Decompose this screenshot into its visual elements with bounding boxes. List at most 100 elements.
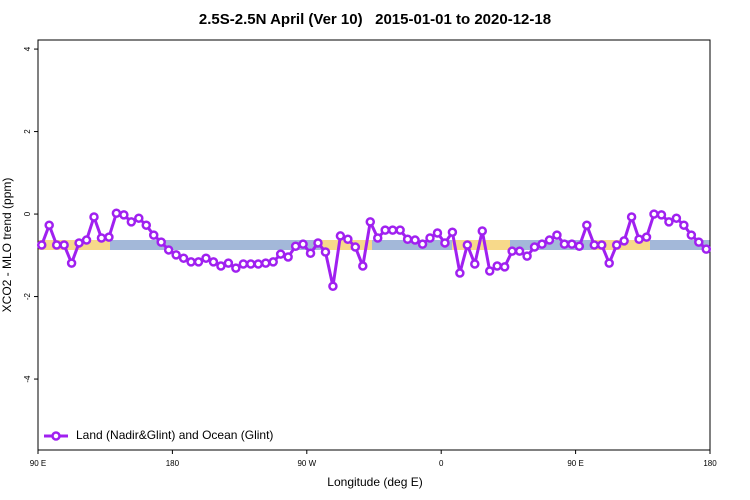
x-tick-label: 90 E [30,459,46,468]
data-point [694,237,704,247]
data-point [492,261,502,271]
band-land [322,240,372,250]
data-point [656,210,667,220]
data-point [208,257,219,267]
y-tick-label: 2 [23,129,32,134]
data-point [425,233,435,243]
data-point [119,210,129,220]
data-point [335,231,346,241]
x-axis-label: Longitude (deg E) [327,475,422,489]
data-point [238,259,249,269]
data-point [395,225,405,235]
data-point [126,217,137,227]
data-point [604,258,614,268]
data-point [462,240,473,250]
data-point [59,240,69,250]
data-point [372,233,383,243]
data-point [134,213,144,223]
y-tick-label: -2 [23,292,32,300]
data-point [156,237,166,247]
data-point [432,228,443,238]
data-point [470,259,480,269]
data-point [537,239,547,249]
legend-label: Land (Nadir&Glint) and Ocean (Glint) [76,428,273,442]
data-point [499,262,510,272]
data-point [671,213,682,223]
data-point [641,232,652,242]
data-point [410,235,420,245]
x-tick-label: 180 [703,459,717,468]
data-point [268,257,278,267]
band-land [452,240,510,250]
data-point [328,281,338,291]
data-point [574,241,585,251]
data-point [223,258,234,268]
data-point [619,236,629,246]
data-point [178,253,189,263]
data-point [567,239,577,249]
data-point [664,217,674,227]
data-point [104,232,114,242]
data-point [529,242,540,252]
y-tick-label: 4 [23,46,32,51]
data-point [283,252,293,262]
data-point [507,246,517,256]
data-point [201,253,211,263]
data-point [634,234,644,244]
data-point [679,220,689,230]
data-point [387,225,398,235]
band-land [38,240,110,250]
data-point [544,235,555,245]
data-point [701,244,712,254]
data-point [290,241,301,251]
data-point [36,240,47,250]
band-ocean [38,240,710,250]
data-point [522,251,532,261]
x-tick-label: 90 E [567,459,583,468]
y-tick-label: -4 [23,375,32,383]
x-tick-label: 90 W [297,459,316,468]
data-point [96,233,107,243]
data-point [246,259,256,269]
data-point [313,238,323,248]
data-point [216,261,226,271]
data-point [626,212,637,222]
data-point [514,246,525,256]
data-point [163,245,174,255]
data-point [358,261,368,271]
data-point [455,268,465,278]
data-point [111,208,122,218]
data-point [74,238,84,248]
data-point [440,238,450,248]
data-point [186,257,196,267]
data-point [582,220,592,230]
data-point [171,250,181,260]
data-point [275,249,286,259]
data-point [141,220,152,230]
data-point [477,226,488,236]
data-point [260,258,271,268]
data-point [44,220,54,230]
data-point [148,230,159,240]
y-axis-label: XCO2 - MLO trend (ppm) [0,178,14,313]
data-point [484,266,495,276]
data-point [552,230,562,240]
data-point [402,234,413,244]
data-point [380,225,390,235]
data-point [231,263,241,273]
data-point [559,239,570,249]
data-point [589,240,600,250]
data-point [81,235,92,245]
data-point [193,257,204,267]
data-point [611,240,622,250]
data-point [350,242,361,252]
x-tick-label: 0 [439,459,444,468]
background-band [38,240,710,250]
data-point [51,240,62,250]
x-tick-label: 180 [166,459,180,468]
data-point [649,209,659,219]
data-point [447,227,458,237]
data-point [365,217,376,227]
data-point [343,234,353,244]
